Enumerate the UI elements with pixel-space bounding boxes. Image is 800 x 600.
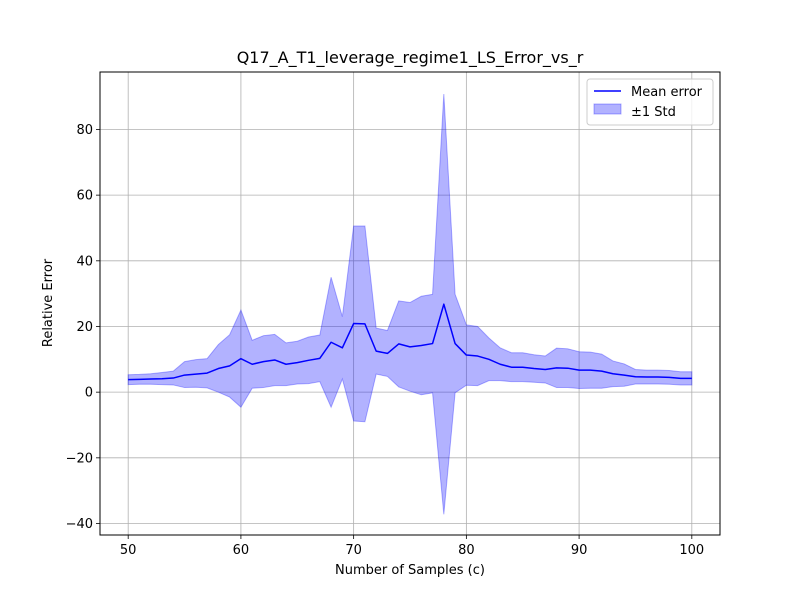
x-tick-label: 80 xyxy=(458,543,475,558)
legend-label-mean-error: Mean error xyxy=(631,85,703,100)
y-tick-label: 20 xyxy=(76,320,93,335)
y-tick-label: −40 xyxy=(66,517,93,532)
mean-error-line xyxy=(128,303,692,381)
x-tick-label: 50 xyxy=(120,543,137,558)
x-axis-ticks: 50 60 70 80 90 100 xyxy=(120,535,704,558)
x-tick-label: 60 xyxy=(233,543,250,558)
x-tick-label: 90 xyxy=(571,543,588,558)
y-tick-label: 80 xyxy=(76,123,93,138)
x-tick-label: 70 xyxy=(345,543,362,558)
std-band xyxy=(127,93,693,515)
plot-area-frame xyxy=(99,71,721,536)
y-axis-label: Relative Error xyxy=(41,258,56,347)
y-tick-label: 60 xyxy=(76,189,93,204)
mean-error-polyline xyxy=(128,303,692,381)
std-band-area xyxy=(127,93,693,515)
chart-title: Q17_A_T1_leverage_regime1_LS_Error_vs_r xyxy=(237,48,584,68)
legend: Mean error ±1 Std xyxy=(586,78,714,126)
legend-label-std-band: ±1 Std xyxy=(631,105,676,120)
y-tick-label: −20 xyxy=(66,451,93,466)
legend-swatch-std-band xyxy=(593,103,622,115)
y-axis-ticks: −40 −20 0 20 40 60 80 xyxy=(66,123,100,532)
x-tick-label: 100 xyxy=(679,543,704,558)
gridlines xyxy=(100,72,720,535)
y-tick-label: 0 xyxy=(85,386,93,401)
y-tick-label: 40 xyxy=(76,254,93,269)
x-axis-label: Number of Samples (c) xyxy=(335,563,485,578)
